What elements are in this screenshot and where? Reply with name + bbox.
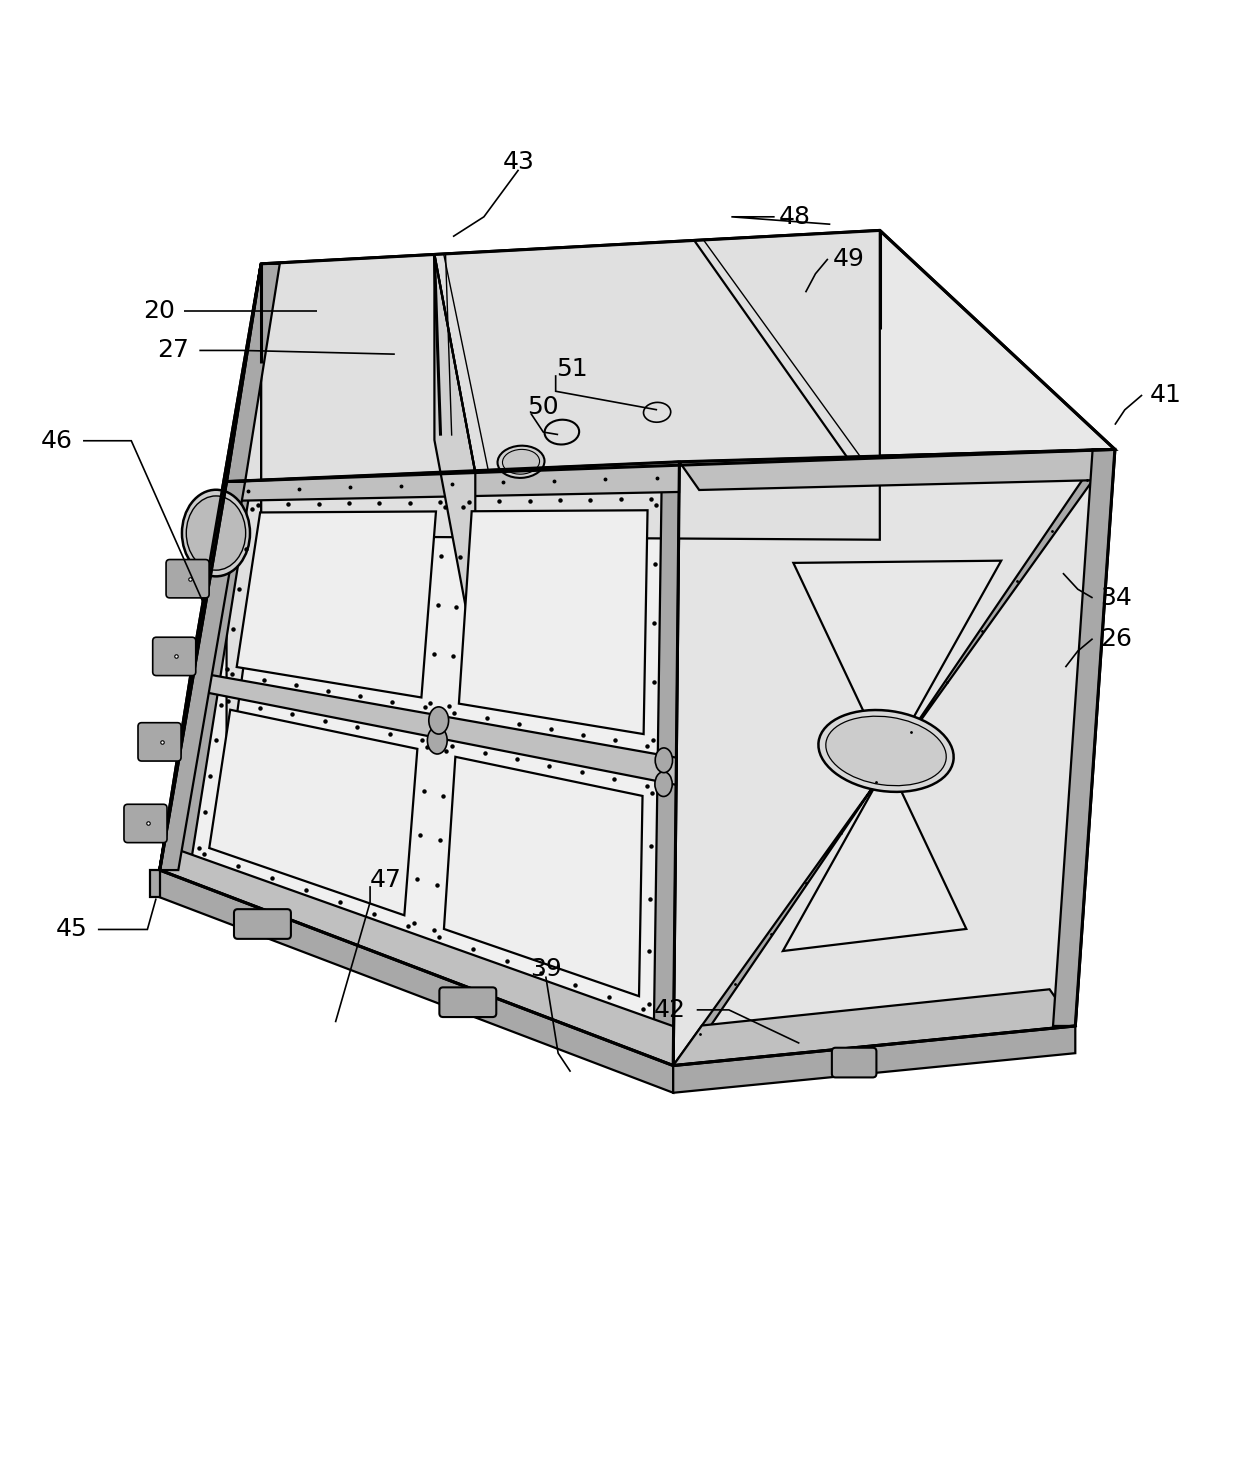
Text: 43: 43: [502, 151, 534, 174]
Text: 26: 26: [1100, 626, 1132, 651]
Polygon shape: [262, 231, 880, 540]
Text: 47: 47: [370, 868, 402, 892]
Polygon shape: [160, 462, 680, 1065]
Polygon shape: [680, 449, 1115, 490]
Polygon shape: [459, 511, 647, 734]
Polygon shape: [210, 710, 418, 916]
FancyBboxPatch shape: [439, 988, 496, 1017]
Polygon shape: [223, 263, 262, 500]
Polygon shape: [160, 481, 246, 870]
Ellipse shape: [182, 490, 250, 576]
Polygon shape: [673, 449, 1115, 1065]
Polygon shape: [160, 480, 252, 881]
Text: 27: 27: [157, 338, 190, 363]
Polygon shape: [160, 844, 673, 1065]
Polygon shape: [673, 989, 1075, 1065]
Ellipse shape: [655, 748, 672, 772]
Ellipse shape: [497, 446, 544, 478]
Polygon shape: [237, 512, 436, 698]
Polygon shape: [191, 672, 676, 784]
Polygon shape: [673, 449, 1115, 1065]
Text: 34: 34: [1100, 585, 1132, 610]
Ellipse shape: [818, 710, 954, 791]
Ellipse shape: [826, 717, 946, 786]
Polygon shape: [227, 231, 1115, 481]
FancyBboxPatch shape: [124, 805, 167, 843]
FancyBboxPatch shape: [832, 1048, 877, 1077]
Text: 20: 20: [143, 298, 175, 323]
FancyBboxPatch shape: [138, 723, 181, 761]
Text: 41: 41: [1149, 383, 1182, 407]
Text: 49: 49: [833, 247, 864, 271]
FancyBboxPatch shape: [234, 909, 291, 939]
Text: 50: 50: [527, 395, 559, 420]
Ellipse shape: [428, 727, 448, 753]
Polygon shape: [782, 560, 1001, 951]
Polygon shape: [150, 870, 160, 897]
Text: 42: 42: [653, 998, 686, 1021]
Polygon shape: [1053, 449, 1115, 1026]
FancyBboxPatch shape: [166, 559, 210, 598]
Text: 45: 45: [56, 917, 88, 942]
Text: 39: 39: [529, 957, 562, 982]
Ellipse shape: [655, 772, 672, 796]
Polygon shape: [673, 1026, 1075, 1093]
Ellipse shape: [502, 449, 539, 474]
Polygon shape: [227, 263, 262, 791]
Polygon shape: [434, 255, 475, 658]
FancyBboxPatch shape: [153, 638, 196, 676]
Polygon shape: [444, 756, 642, 996]
Ellipse shape: [186, 496, 246, 571]
Polygon shape: [160, 870, 673, 1093]
Polygon shape: [653, 462, 680, 1065]
Polygon shape: [160, 263, 262, 870]
Polygon shape: [223, 462, 680, 500]
Text: 46: 46: [41, 429, 73, 452]
Polygon shape: [227, 263, 280, 481]
Ellipse shape: [429, 707, 449, 734]
Text: 51: 51: [556, 357, 588, 380]
Text: 48: 48: [779, 205, 811, 228]
